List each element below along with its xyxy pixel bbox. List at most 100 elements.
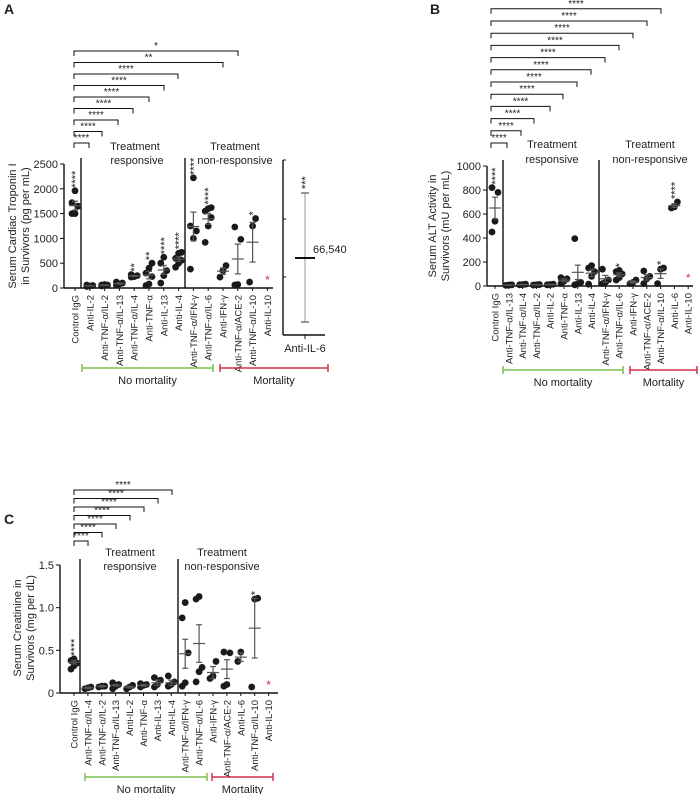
no-mortality-range bbox=[81, 364, 214, 372]
comparison-bracket bbox=[73, 489, 173, 495]
bracket-significance: **** bbox=[88, 110, 104, 121]
bracket-significance: **** bbox=[568, 0, 584, 10]
bracket-significance: **** bbox=[111, 76, 127, 87]
category-label: Control IgG bbox=[491, 293, 502, 342]
category-label: Anti-TNF-α/IL-10 bbox=[250, 700, 261, 771]
significance-marker: **** bbox=[159, 236, 171, 254]
category-label: Anti-TNF-α/IFN-γ bbox=[601, 293, 612, 366]
data-point bbox=[170, 678, 178, 686]
data-point bbox=[640, 267, 648, 275]
bracket-significance: **** bbox=[505, 109, 521, 120]
group-label: Treatment bbox=[110, 141, 160, 153]
bracket-significance: **** bbox=[80, 122, 96, 133]
category-label: Anti-IL-6 bbox=[670, 293, 681, 329]
category-label: Anti-IL-2 bbox=[546, 293, 557, 329]
comparison-bracket bbox=[490, 130, 522, 136]
bracket-significance: **** bbox=[547, 35, 563, 46]
category-label: Anti-TNF-α/IL-13 bbox=[504, 293, 515, 364]
category-label: Control IgG bbox=[70, 700, 81, 749]
data-point bbox=[588, 262, 595, 269]
significance-marker: ** bbox=[129, 262, 141, 271]
group-label: non-responsive bbox=[612, 154, 687, 166]
y-tick-label: 0.5 bbox=[39, 645, 54, 657]
group-label: non-responsive bbox=[197, 155, 272, 167]
bracket-significance: **** bbox=[74, 133, 90, 144]
group-label: responsive bbox=[103, 561, 156, 573]
significance-marker: * bbox=[656, 260, 668, 265]
comparison-bracket bbox=[490, 81, 578, 87]
comparison-bracket bbox=[73, 523, 117, 529]
comparison-bracket bbox=[490, 44, 620, 51]
bracket-significance: **** bbox=[96, 99, 112, 110]
y-tick-label: 0 bbox=[52, 283, 58, 295]
bracket-significance: **** bbox=[491, 133, 507, 144]
comparison-bracket bbox=[490, 142, 508, 148]
category-label: Anti-TNF-α/IL-6 bbox=[195, 700, 206, 766]
data-point bbox=[491, 217, 499, 225]
data-point bbox=[190, 174, 197, 182]
bracket-significance: **** bbox=[540, 48, 556, 59]
group-label: Treatment bbox=[210, 141, 260, 153]
bracket-significance: * bbox=[154, 41, 158, 52]
data-point bbox=[212, 658, 220, 665]
category-label: Anti-TNF-α/ACE-2 bbox=[642, 293, 653, 370]
data-point bbox=[198, 664, 206, 671]
bracket-significance: **** bbox=[526, 72, 542, 83]
y-axis-label: Survivors (mg per dL) bbox=[25, 575, 37, 681]
comparison-bracket bbox=[73, 50, 239, 56]
mortality-range bbox=[219, 364, 329, 372]
data-point bbox=[145, 280, 153, 288]
comparison-bracket bbox=[73, 119, 119, 125]
no-mortality-range bbox=[502, 366, 624, 374]
data-point bbox=[488, 228, 496, 236]
y-axis-label: Serum ALT Activity in bbox=[427, 175, 439, 278]
category-label: Anti-TNF-α/IL-13 bbox=[115, 295, 126, 366]
bracket-significance: **** bbox=[554, 23, 570, 34]
data-point bbox=[160, 253, 168, 261]
comparison-bracket bbox=[73, 108, 134, 114]
no-survivor-marker: * bbox=[686, 271, 691, 285]
no-mortality-label: No mortality bbox=[118, 375, 177, 387]
bracket-significance: **** bbox=[73, 531, 89, 542]
data-point bbox=[164, 672, 172, 680]
data-point bbox=[246, 278, 254, 286]
category-label: Anti-TNF-α/IL-6 bbox=[204, 295, 215, 361]
comparison-bracket bbox=[490, 69, 592, 75]
category-label: Anti-TNF-α/IL-2 bbox=[100, 295, 111, 361]
no-survivor-marker: * bbox=[265, 273, 270, 287]
panel-letter-a: A bbox=[4, 1, 14, 17]
data-point bbox=[184, 649, 192, 657]
inset-mean-label: 66,540 bbox=[313, 244, 347, 256]
category-label: Control IgG bbox=[71, 295, 82, 344]
category-label: Anti-TNF-α/IFN-γ bbox=[181, 700, 192, 773]
bracket-significance: **** bbox=[561, 11, 577, 22]
category-label: Anti-IL-13 bbox=[153, 700, 164, 741]
mortality-range bbox=[211, 773, 274, 781]
bracket-significance: **** bbox=[104, 87, 120, 98]
category-label: Anti-TNF-α/IL-2 bbox=[97, 700, 108, 766]
data-point bbox=[252, 215, 259, 222]
category-label: Anti-IL-4 bbox=[167, 700, 178, 736]
category-label: Anti-IL-13 bbox=[573, 293, 584, 334]
no-survivor-marker: * bbox=[266, 678, 271, 692]
data-point bbox=[178, 614, 186, 622]
y-tick-label: 1000 bbox=[34, 233, 58, 245]
significance-marker: **** bbox=[188, 157, 200, 175]
comparison-bracket bbox=[73, 540, 89, 546]
significance-marker: **** bbox=[490, 167, 502, 185]
inset-category-label: Anti-IL-6 bbox=[284, 343, 326, 355]
bracket-significance: **** bbox=[94, 506, 110, 517]
y-tick-label: 0 bbox=[48, 688, 54, 700]
y-axis-label: Serum Cardiac Troponin I bbox=[7, 163, 19, 288]
category-label: Anti-TNF-α/IL-4 bbox=[518, 293, 529, 359]
category-label: Anti-TNF-α/IL-10 bbox=[248, 295, 259, 366]
data-point bbox=[157, 279, 165, 287]
no-mortality-label: No mortality bbox=[534, 377, 593, 389]
category-label: Anti-TNF-α bbox=[139, 699, 150, 746]
y-axis-label: Serum Creatinine in bbox=[12, 579, 24, 676]
data-point bbox=[193, 227, 200, 235]
category-label: Anti-IL-10 bbox=[684, 293, 695, 334]
category-label: Anti-IL-10 bbox=[263, 295, 274, 336]
bracket-significance: **** bbox=[118, 64, 134, 75]
